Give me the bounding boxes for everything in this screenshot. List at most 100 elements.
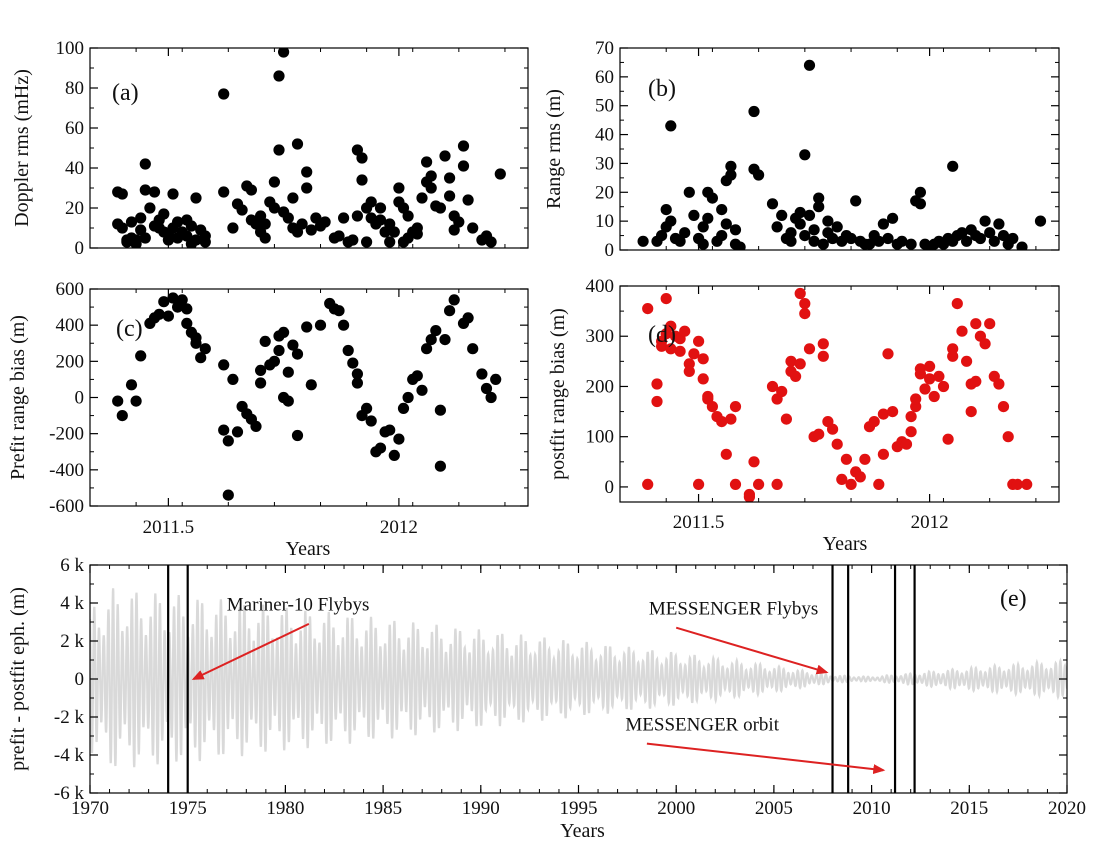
- data-point: [896, 235, 908, 247]
- data-point: [148, 186, 161, 198]
- data-point: [245, 184, 257, 196]
- data-point: [448, 294, 460, 306]
- data-point: [361, 402, 373, 414]
- data-point: [642, 303, 654, 315]
- data-point: [863, 238, 876, 250]
- data-point: [693, 335, 705, 347]
- data-point: [877, 408, 890, 420]
- data-point: [434, 404, 446, 416]
- y-axis-label: prefit - postfit eph. (m): [7, 587, 29, 771]
- data-point: [467, 343, 479, 355]
- annotation-arrow: [646, 742, 886, 775]
- data-point: [402, 210, 414, 222]
- data-point: [462, 312, 474, 324]
- data-point: [933, 370, 945, 382]
- data-point: [697, 238, 709, 250]
- y-tick-label: 50: [595, 96, 614, 117]
- data-point: [780, 413, 793, 425]
- data-point: [965, 406, 977, 418]
- data-point: [116, 222, 128, 234]
- data-point: [729, 401, 742, 413]
- data-point: [961, 235, 973, 247]
- y-tick-label: -4 k: [54, 745, 85, 766]
- data-point: [970, 375, 982, 387]
- x-tick-label: 1970: [71, 798, 109, 819]
- data-point: [951, 298, 963, 310]
- y-tick-label: 20: [595, 182, 614, 203]
- data-point: [135, 212, 147, 224]
- y-tick-label: 100: [586, 427, 615, 448]
- data-point: [305, 379, 317, 391]
- data-point: [813, 192, 825, 204]
- y-tick-label: 40: [65, 158, 84, 179]
- data-point: [683, 365, 695, 377]
- data-point: [716, 204, 728, 216]
- data-point: [130, 234, 142, 246]
- data-point: [416, 192, 428, 204]
- data-point: [766, 198, 779, 210]
- data-point: [444, 305, 456, 317]
- y-tick-label: 200: [586, 376, 615, 397]
- annotation-arrow: [675, 626, 829, 675]
- x-tick-label: 2012: [911, 512, 949, 533]
- y-tick-label: 0: [75, 238, 85, 259]
- data-point: [273, 70, 285, 82]
- data-point: [158, 208, 170, 220]
- data-point: [845, 478, 857, 490]
- y-tick-label: 6 k: [60, 555, 84, 576]
- data-point: [467, 222, 479, 234]
- data-point: [947, 343, 959, 355]
- data-point: [444, 172, 456, 184]
- data-point: [753, 478, 765, 490]
- plot-frame: [619, 47, 1060, 251]
- data-point: [273, 344, 285, 357]
- y-tick-label: 60: [595, 67, 614, 88]
- data-point: [799, 308, 811, 320]
- data-point: [905, 426, 917, 438]
- data-point: [799, 149, 811, 161]
- data-point: [794, 218, 806, 230]
- data-point: [199, 236, 211, 248]
- data-point: [942, 433, 954, 445]
- data-point: [388, 449, 400, 461]
- data-point: [384, 236, 396, 248]
- data-point: [693, 478, 705, 490]
- data-point: [287, 339, 299, 351]
- data-point: [305, 224, 317, 236]
- data-point: [393, 182, 405, 194]
- x-tick-label: 2020: [1048, 798, 1086, 819]
- data-point: [785, 235, 797, 247]
- y-tick-label: 200: [56, 351, 85, 372]
- data-point: [748, 105, 760, 118]
- data-point: [278, 48, 290, 58]
- data-point: [817, 238, 829, 250]
- x-tick-label: 2012: [380, 517, 418, 538]
- y-tick-label: 0: [605, 477, 615, 498]
- data-point: [674, 235, 686, 247]
- data-point: [882, 232, 894, 245]
- data-point: [222, 489, 234, 501]
- data-point: [176, 294, 188, 306]
- y-tick-label: 60: [65, 118, 84, 139]
- data-point: [947, 160, 959, 172]
- data-point: [854, 471, 866, 483]
- panel-label: (e): [1000, 586, 1027, 612]
- data-point: [425, 182, 437, 194]
- data-point: [974, 232, 987, 245]
- plot-frame: [619, 285, 1060, 503]
- data-point: [402, 391, 414, 404]
- data-point: [794, 206, 806, 219]
- data-point: [984, 318, 996, 330]
- data-point: [1011, 478, 1024, 490]
- data-point: [347, 234, 359, 246]
- x-tick-label: 2010: [853, 798, 891, 819]
- data-point: [218, 186, 230, 198]
- data-point: [333, 305, 345, 317]
- data-point: [411, 228, 423, 240]
- data-point: [374, 202, 387, 214]
- y-tick-label: 100: [56, 38, 85, 59]
- data-point: [803, 209, 816, 221]
- x-tick-label: 2011.5: [673, 512, 725, 533]
- data-point: [776, 385, 788, 398]
